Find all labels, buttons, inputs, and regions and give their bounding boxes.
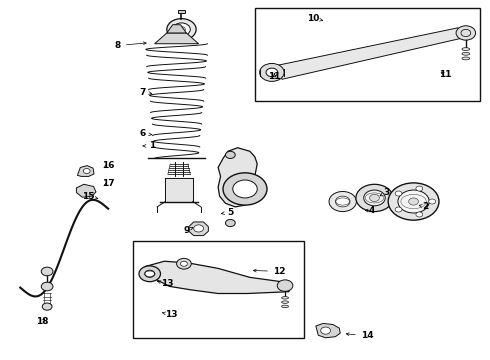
Text: 6: 6 — [139, 129, 151, 138]
Text: 3: 3 — [380, 188, 390, 197]
Circle shape — [172, 23, 190, 36]
Ellipse shape — [462, 52, 470, 55]
Polygon shape — [218, 148, 257, 207]
Circle shape — [398, 190, 429, 213]
Text: 1: 1 — [143, 141, 155, 150]
Circle shape — [364, 190, 385, 206]
Circle shape — [194, 225, 203, 232]
Circle shape — [225, 220, 235, 226]
Circle shape — [356, 184, 393, 212]
Circle shape — [42, 303, 52, 310]
Bar — [177, 10, 185, 13]
Polygon shape — [276, 28, 462, 79]
Text: 13: 13 — [163, 310, 178, 319]
Circle shape — [176, 258, 191, 269]
Circle shape — [395, 191, 402, 196]
Circle shape — [321, 327, 331, 334]
Text: 5: 5 — [221, 208, 233, 217]
Ellipse shape — [462, 48, 470, 50]
Polygon shape — [167, 25, 186, 33]
Circle shape — [429, 199, 436, 204]
Circle shape — [177, 27, 185, 32]
Polygon shape — [316, 323, 340, 338]
Circle shape — [395, 207, 402, 212]
Circle shape — [416, 212, 423, 217]
Circle shape — [145, 270, 155, 277]
Text: 7: 7 — [139, 87, 151, 96]
Circle shape — [260, 63, 284, 81]
Circle shape — [277, 280, 293, 291]
Circle shape — [41, 267, 53, 276]
Circle shape — [369, 194, 379, 202]
Text: 14: 14 — [346, 332, 373, 341]
Text: 12: 12 — [253, 267, 286, 276]
Text: 10: 10 — [307, 14, 322, 23]
Polygon shape — [145, 261, 289, 293]
Circle shape — [456, 26, 476, 40]
Circle shape — [335, 196, 350, 207]
Ellipse shape — [282, 301, 289, 303]
Text: 2: 2 — [419, 202, 429, 211]
Circle shape — [409, 198, 418, 205]
Text: 8: 8 — [115, 41, 146, 50]
Ellipse shape — [462, 57, 470, 60]
Circle shape — [180, 261, 187, 266]
Text: 9: 9 — [183, 226, 193, 235]
Circle shape — [225, 151, 235, 158]
Text: 18: 18 — [36, 317, 49, 326]
Text: 15: 15 — [82, 192, 98, 201]
Text: 13: 13 — [158, 279, 173, 288]
Bar — [255, 8, 480, 101]
Circle shape — [329, 192, 356, 212]
Circle shape — [388, 183, 439, 220]
Polygon shape — [77, 166, 94, 176]
Ellipse shape — [282, 297, 289, 299]
Text: 4: 4 — [366, 206, 375, 215]
Circle shape — [167, 19, 196, 40]
Circle shape — [223, 173, 267, 205]
Polygon shape — [76, 184, 96, 197]
Circle shape — [416, 186, 423, 191]
Polygon shape — [155, 33, 198, 44]
Circle shape — [266, 68, 278, 77]
Circle shape — [41, 282, 53, 291]
Polygon shape — [189, 222, 208, 235]
Bar — [133, 241, 304, 338]
Text: 11: 11 — [439, 70, 452, 79]
Circle shape — [83, 168, 90, 174]
Text: 16: 16 — [102, 161, 115, 170]
Circle shape — [139, 266, 160, 282]
Text: 11: 11 — [268, 72, 281, 81]
Circle shape — [233, 180, 257, 198]
Ellipse shape — [282, 305, 289, 308]
Text: 17: 17 — [102, 179, 115, 188]
